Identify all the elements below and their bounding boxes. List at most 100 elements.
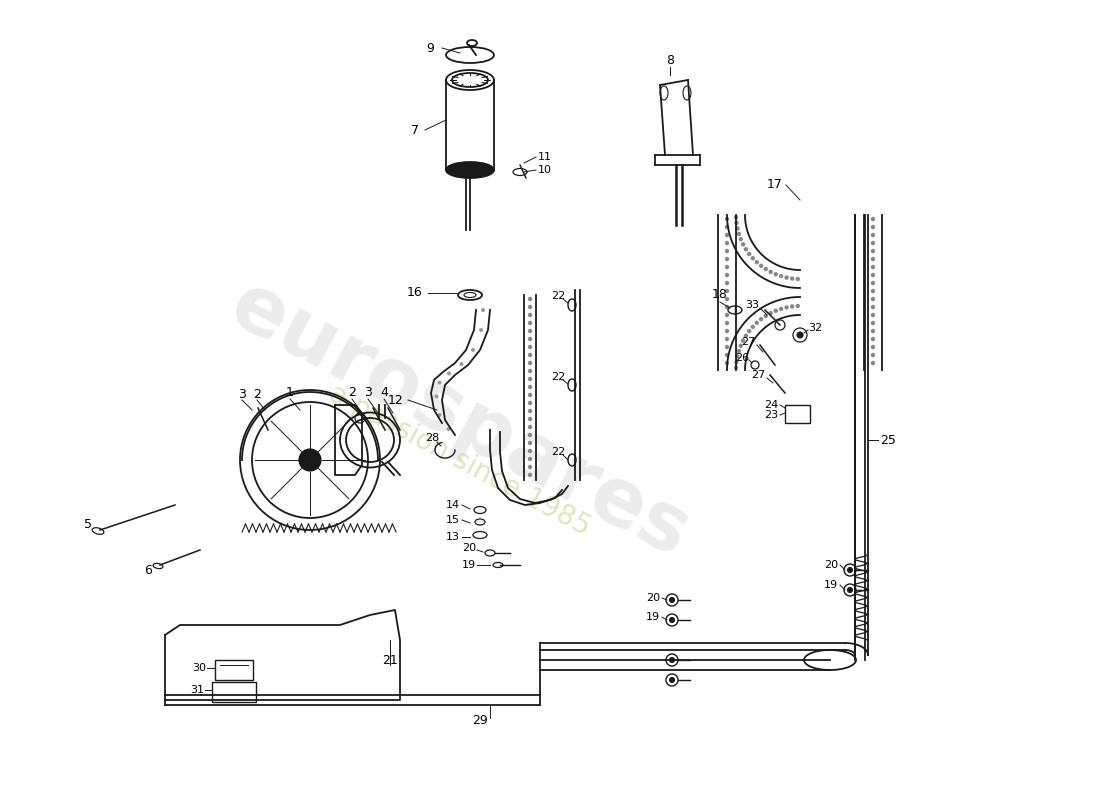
Circle shape: [738, 343, 742, 348]
Text: 6: 6: [144, 563, 152, 577]
Circle shape: [528, 369, 532, 373]
Text: 19: 19: [462, 560, 476, 570]
Circle shape: [300, 450, 320, 470]
Circle shape: [759, 264, 763, 268]
Circle shape: [528, 377, 532, 381]
Circle shape: [871, 289, 876, 293]
Circle shape: [795, 277, 800, 281]
Circle shape: [725, 273, 729, 278]
Circle shape: [725, 217, 729, 222]
Circle shape: [725, 281, 729, 286]
Circle shape: [795, 304, 800, 308]
Circle shape: [779, 274, 783, 278]
Text: 30: 30: [192, 663, 206, 673]
Circle shape: [734, 215, 738, 219]
Text: 27: 27: [741, 337, 755, 347]
Text: 26: 26: [735, 353, 749, 363]
Circle shape: [528, 393, 532, 397]
Circle shape: [725, 289, 729, 293]
Circle shape: [871, 353, 876, 357]
Text: 32: 32: [807, 323, 822, 333]
Circle shape: [871, 337, 876, 341]
Circle shape: [737, 349, 741, 354]
Circle shape: [871, 297, 876, 301]
Circle shape: [725, 241, 729, 245]
Circle shape: [759, 317, 763, 322]
Circle shape: [755, 260, 759, 265]
Circle shape: [784, 275, 789, 280]
Circle shape: [871, 313, 876, 317]
Text: 8: 8: [666, 54, 674, 66]
Text: 2: 2: [348, 386, 356, 399]
Circle shape: [725, 337, 729, 341]
Text: 14: 14: [446, 500, 460, 510]
Circle shape: [670, 658, 674, 662]
Circle shape: [725, 249, 729, 253]
Text: 19: 19: [824, 580, 838, 590]
Circle shape: [871, 281, 876, 286]
Circle shape: [725, 225, 729, 230]
Circle shape: [773, 309, 778, 313]
Text: 11: 11: [538, 152, 552, 162]
Text: 10: 10: [538, 165, 552, 175]
Circle shape: [735, 354, 739, 358]
Text: 16: 16: [407, 286, 422, 299]
Bar: [785, 405, 810, 423]
Text: 17: 17: [767, 178, 783, 191]
Circle shape: [773, 272, 778, 277]
Circle shape: [438, 381, 441, 385]
Circle shape: [769, 311, 773, 315]
Text: 3: 3: [238, 389, 246, 402]
Circle shape: [725, 329, 729, 333]
Circle shape: [871, 241, 876, 245]
Circle shape: [871, 329, 876, 333]
Circle shape: [735, 221, 739, 225]
Text: 20: 20: [824, 560, 838, 570]
Text: 4: 4: [381, 386, 388, 399]
Circle shape: [871, 233, 876, 238]
Circle shape: [769, 270, 773, 274]
Circle shape: [747, 252, 751, 256]
Text: 22: 22: [551, 447, 565, 457]
Circle shape: [747, 329, 751, 334]
Circle shape: [734, 366, 738, 370]
Ellipse shape: [446, 162, 494, 178]
Text: 18: 18: [712, 289, 728, 302]
Circle shape: [725, 297, 729, 301]
Circle shape: [763, 267, 768, 271]
Text: 25: 25: [880, 434, 895, 446]
Text: 29: 29: [472, 714, 488, 726]
Bar: [214, 660, 253, 680]
Text: 1: 1: [286, 386, 294, 399]
Text: 28: 28: [425, 433, 439, 443]
Circle shape: [871, 305, 876, 309]
Circle shape: [528, 401, 532, 405]
Text: 12: 12: [388, 394, 404, 406]
Circle shape: [528, 353, 532, 357]
Circle shape: [763, 314, 768, 318]
Circle shape: [741, 338, 746, 343]
Circle shape: [871, 273, 876, 278]
Text: 9: 9: [426, 42, 433, 54]
Circle shape: [528, 433, 532, 437]
Circle shape: [725, 257, 729, 261]
Circle shape: [528, 313, 532, 317]
Circle shape: [447, 371, 451, 375]
Text: 15: 15: [446, 515, 460, 525]
Circle shape: [670, 598, 674, 602]
Circle shape: [725, 321, 729, 325]
Circle shape: [528, 409, 532, 413]
Text: 33: 33: [745, 300, 759, 310]
Circle shape: [460, 362, 463, 366]
Circle shape: [528, 465, 532, 469]
Text: 20: 20: [462, 543, 476, 553]
Text: 13: 13: [446, 532, 460, 542]
Circle shape: [528, 449, 532, 453]
Circle shape: [528, 337, 532, 341]
Text: 20: 20: [646, 593, 660, 603]
Circle shape: [871, 257, 876, 261]
Circle shape: [779, 306, 783, 311]
Text: 24: 24: [763, 400, 778, 410]
Text: 27: 27: [751, 370, 766, 380]
Circle shape: [434, 394, 439, 398]
